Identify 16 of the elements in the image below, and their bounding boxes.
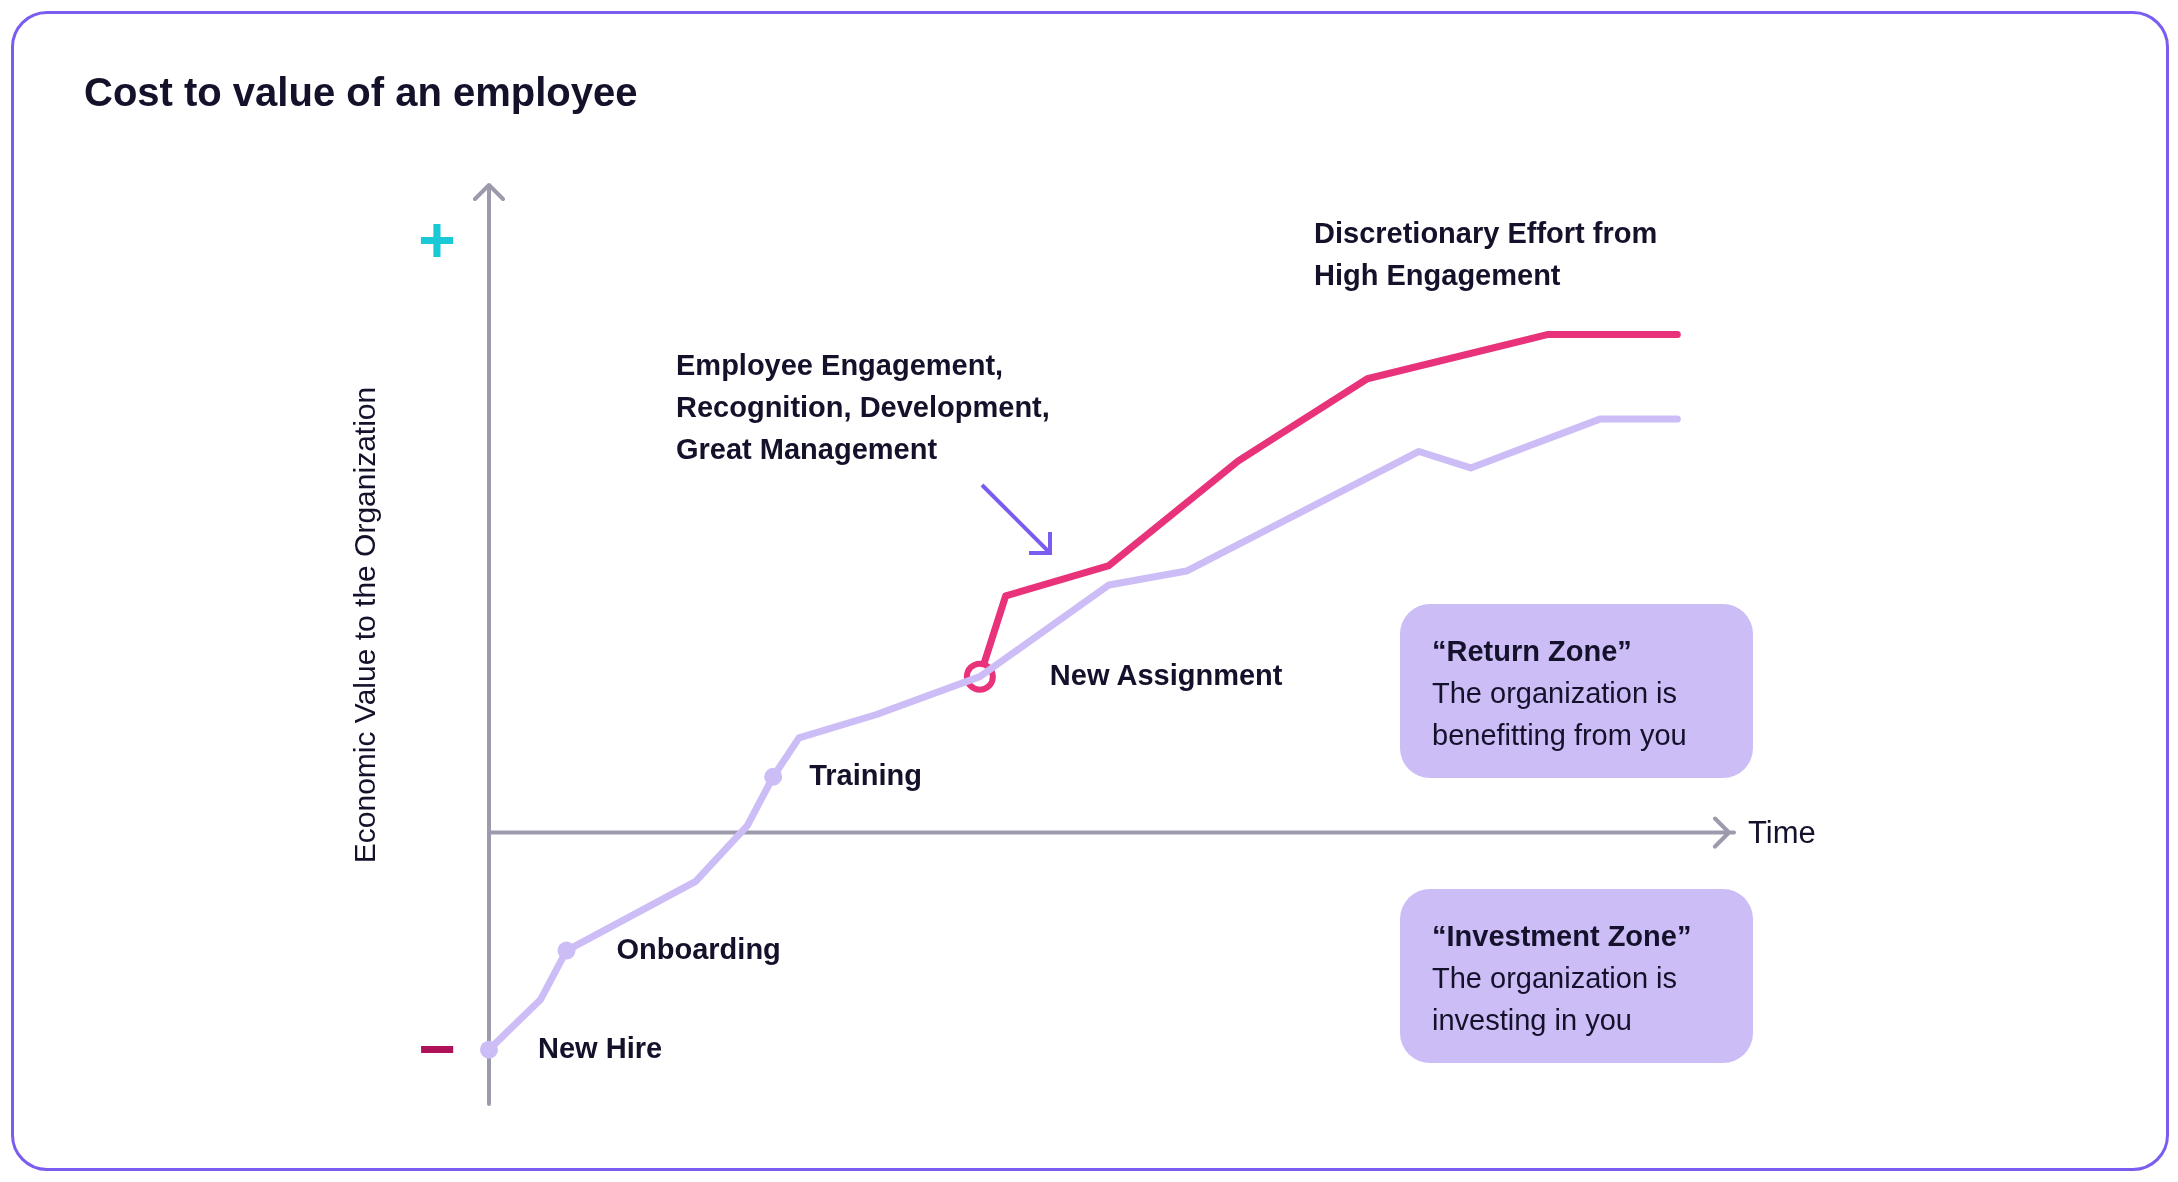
y-axis-title: Economic Value to the Organization bbox=[348, 386, 382, 864]
annotation: Employee Engagement, Recognition, Development, Great Management bbox=[676, 348, 1050, 467]
text: + bbox=[418, 204, 456, 276]
annotation: New Hire bbox=[538, 1031, 663, 1064]
point bbox=[764, 767, 783, 786]
text: − bbox=[418, 1013, 456, 1085]
text: Discretionary Effort from High Engagement bbox=[1314, 216, 1658, 293]
callout-box: “Investment Zone” The organization is investing in you bbox=[1400, 889, 1753, 1063]
chart-title: Cost to value of an employee bbox=[84, 70, 638, 115]
annotation: Onboarding bbox=[616, 932, 781, 965]
annotation: New Assignment bbox=[1049, 658, 1283, 691]
annotation: Training bbox=[809, 758, 922, 791]
point bbox=[480, 1040, 498, 1059]
callout-box: “Return Zone” The organization is benefitting from you bbox=[1400, 604, 1753, 778]
point bbox=[557, 941, 576, 960]
x-axis-title: Time bbox=[1748, 815, 1816, 851]
